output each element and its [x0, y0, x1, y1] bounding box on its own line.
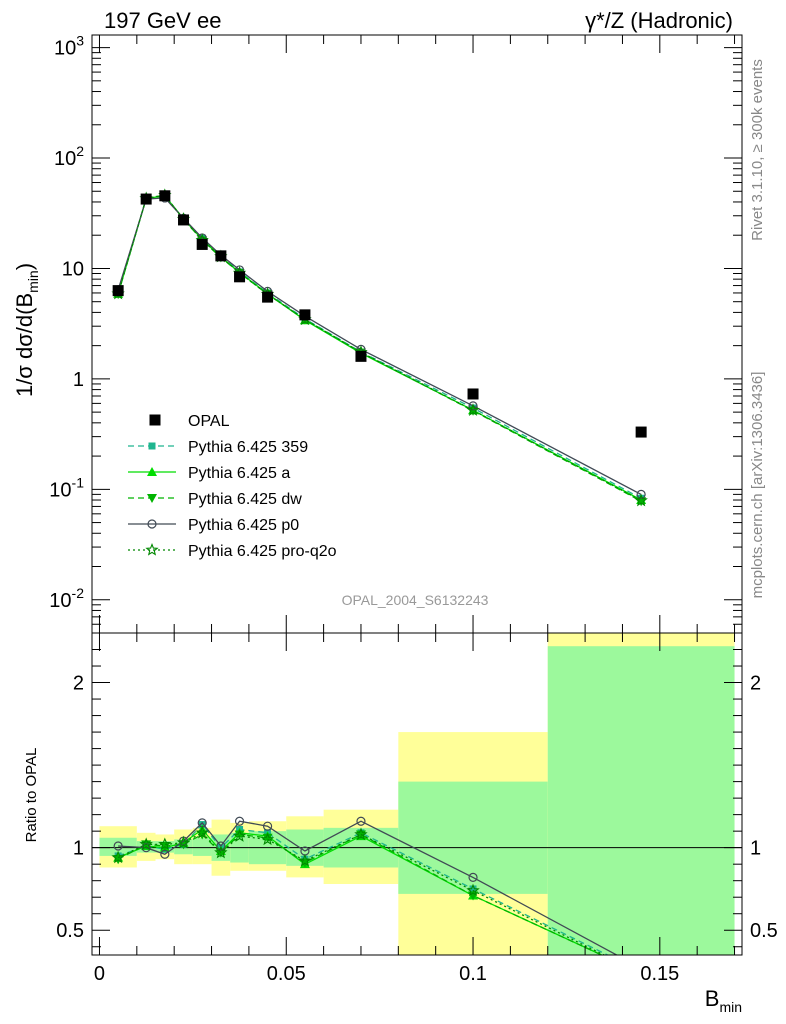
- ratio-marker-pq2o: [298, 853, 312, 867]
- ratio-frame: [91, 632, 743, 956]
- y-axis-title-main-text: 1/σ dσ/d(B: [12, 293, 37, 397]
- data-point: [635, 426, 647, 438]
- series-marker-pp0: [468, 401, 478, 411]
- y-tick-label-exp: -2: [72, 585, 85, 601]
- ratio-marker-pp0: [141, 843, 151, 853]
- data-point: [159, 190, 171, 202]
- y-tick-label-ratio: 2: [73, 673, 84, 695]
- y-tick-label-main: 10-2: [49, 585, 84, 612]
- y-axis-title-ratio: Ratio to OPAL: [23, 748, 40, 843]
- ratio-marker-pdw: [262, 833, 273, 843]
- y-tick-label-main: 102: [54, 143, 84, 170]
- ratio-line-pp0: [118, 820, 619, 955]
- x-axis-title: Bmin: [705, 986, 742, 1015]
- analysis-id-label: OPAL_2004_S6132243: [342, 592, 489, 608]
- ratio-marker-pq2o: [466, 883, 480, 897]
- data-point: [112, 285, 124, 297]
- legend-marker-p359: [148, 442, 156, 450]
- ratio-marker-pq2o: [139, 837, 153, 851]
- data-point: [178, 214, 190, 226]
- data-point: [234, 271, 246, 283]
- legend-label: Pythia 6.425 p0: [188, 517, 299, 534]
- y-tick-label-main: 10: [62, 258, 84, 280]
- y-tick-label-base: 10: [54, 148, 76, 170]
- ratio-marker-pp0: [468, 872, 478, 882]
- legend-marker-pp0: [147, 519, 157, 529]
- legend-label: Pythia 6.425 pro-q2o: [188, 543, 337, 560]
- x-tick-label: 0: [94, 963, 105, 985]
- header-left-label: 197 GeV ee: [104, 8, 221, 33]
- ratio-marker-pq2o: [354, 827, 368, 841]
- data-point: [215, 250, 227, 262]
- ratio-marker-pp0: [356, 816, 366, 826]
- legend-label: Pythia 6.425 dw: [188, 491, 302, 508]
- y-tick-label-main: 10-1: [49, 474, 84, 501]
- rivet-version-label: Rivet 3.1.10, ≥ 300k events: [749, 59, 766, 241]
- ratio-marker-pdw: [234, 830, 245, 840]
- data-point: [355, 350, 367, 362]
- ratio-marker-pp0: [113, 841, 123, 851]
- legend-marker-pq2o: [145, 542, 159, 556]
- ratio-band-inner: [398, 781, 548, 894]
- series-marker-pq2o: [466, 403, 480, 416]
- series-marker-pq2o: [634, 493, 648, 507]
- y-tick-label-exp: 2: [76, 143, 84, 159]
- data-point: [196, 238, 208, 250]
- data-point: [262, 291, 274, 303]
- y-axis-title-main-sub: min: [25, 270, 41, 293]
- ratio-panel: 0 0.05 0.1 0.15 0.5 0.5 1 1 2 2: [56, 632, 778, 985]
- y-tick-label-ratio: 1: [73, 838, 84, 860]
- y-axis-title-main-tail: ): [12, 263, 37, 270]
- y-tick-label-ratio-right: 2: [750, 673, 761, 695]
- mcplots-label: mcplots.cern.ch [arXiv:1306.3436]: [749, 372, 766, 599]
- ratio-marker-pp0: [216, 841, 226, 851]
- y-tick-label-exp: 3: [76, 33, 84, 49]
- ratio-marker-pp0: [234, 816, 245, 826]
- legend-label: Pythia 6.425 a: [188, 465, 290, 482]
- data-point: [140, 193, 152, 205]
- y-tick-label-ratio-right: 0.5: [750, 920, 778, 942]
- ratio-marker-pq2o: [232, 829, 247, 842]
- ratio-band-inner: [192, 837, 212, 856]
- ratio-marker-pq2o: [158, 837, 172, 851]
- y-tick-label-main: 1: [73, 369, 84, 391]
- ratio-marker-pq2o: [195, 825, 209, 839]
- ratio-marker-pp0: [262, 821, 273, 831]
- legend-marker-pa: [147, 467, 157, 476]
- legend-label: Pythia 6.425 359: [188, 439, 308, 456]
- ratio-marker-pp0: [160, 849, 170, 859]
- legend-label: OPAL: [188, 413, 230, 430]
- ratio-marker-pq2o: [214, 845, 228, 859]
- x-tick-label: 0.1: [459, 963, 487, 985]
- x-tick-label: 0.05: [267, 963, 306, 985]
- data-point: [299, 309, 311, 321]
- ratio-marker-pq2o: [260, 832, 275, 846]
- y-axis-title-main: 1/σ dσ/d(Bmin): [12, 263, 41, 397]
- legend-marker-data: [149, 414, 161, 426]
- ratio-marker-p359: [469, 885, 477, 893]
- y-tick-label-base: 10: [49, 479, 71, 501]
- series-marker-pp0: [636, 489, 646, 499]
- y-tick-label-ratio-right: 1: [750, 838, 761, 860]
- x-tick-label: 0.15: [640, 963, 679, 985]
- ratio-band-inner: [547, 646, 735, 955]
- ratio-marker-pq2o: [111, 850, 125, 864]
- ratio-marker-pq2o: [176, 835, 191, 849]
- y-tick-label-ratio: 0.5: [56, 920, 84, 942]
- ratio-band-inner: [99, 837, 137, 856]
- y-tick-label-base: 10: [49, 590, 71, 612]
- legend: OPAL Pythia 6.425 359 Pythia 6.425 a Pythia…: [128, 413, 337, 560]
- legend-marker-pdw: [147, 494, 157, 503]
- data-point: [467, 388, 479, 400]
- y-tick-label-base: 10: [54, 38, 76, 60]
- x-axis-title-sub: min: [719, 999, 742, 1015]
- y-tick-label-exp: -1: [72, 474, 85, 490]
- header-right-label: γ*/Z (Hadronic): [585, 8, 733, 33]
- x-axis-title-text: B: [705, 986, 720, 1011]
- y-tick-label-main: 103: [54, 33, 84, 60]
